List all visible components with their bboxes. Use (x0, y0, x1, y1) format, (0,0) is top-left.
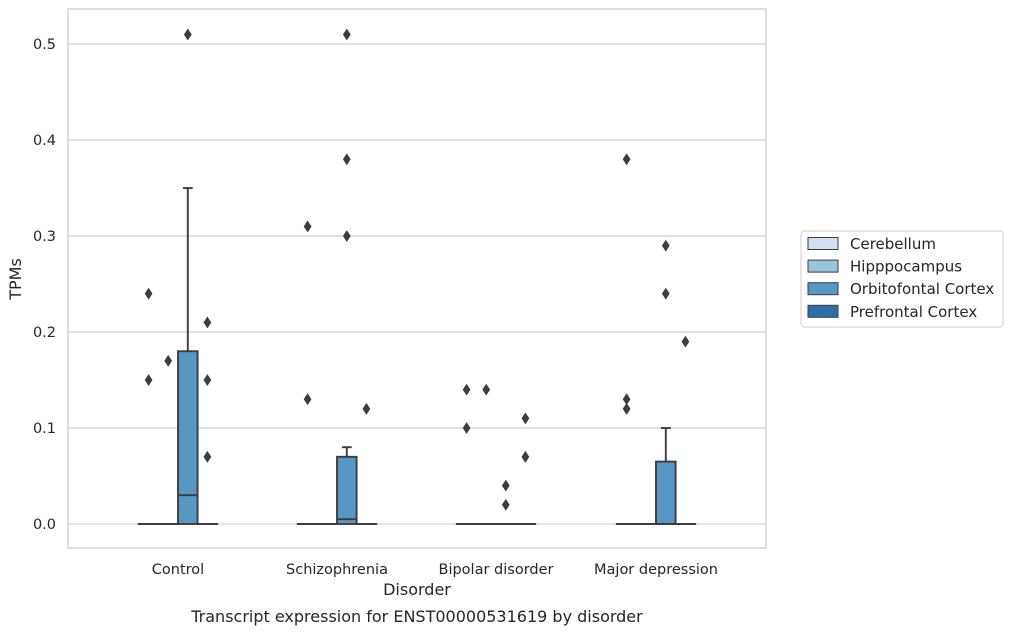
box-group (455, 383, 478, 525)
outlier-point (521, 450, 530, 463)
legend-frame (800, 230, 1004, 328)
outlier-point (521, 412, 530, 425)
outlier-point (501, 498, 510, 511)
legend-swatch (807, 237, 839, 250)
legend-swatch (807, 304, 839, 318)
box-groups (137, 28, 697, 525)
outlier-point (622, 393, 631, 406)
box-group (196, 316, 219, 525)
outlier-point (362, 402, 371, 415)
x-tick-label: Bipolar disorder (439, 562, 554, 578)
outlier-point (501, 479, 510, 492)
box-group (336, 28, 358, 525)
x-tick-label: Control (152, 562, 204, 578)
outlier-point (342, 28, 351, 41)
legend-label: Cerebellum (850, 235, 936, 253)
x-tick-label: Major depression (594, 562, 718, 578)
outlier-point (622, 153, 631, 166)
legend-label: Orbitofontal Cortex (850, 280, 994, 298)
legend-label: Hipppocampus (850, 258, 962, 276)
y-tick-label: 0.5 (33, 37, 56, 53)
outlier-point (303, 393, 312, 406)
box-group (475, 383, 497, 525)
box-group (514, 412, 537, 525)
box-group (355, 402, 378, 525)
outlier-point (681, 335, 690, 348)
plot-frame (67, 8, 767, 549)
legend-label: Prefrontal Cortex (850, 303, 977, 321)
outlier-point (164, 354, 173, 367)
y-tick-label: 0.4 (33, 133, 56, 149)
outlier-point (203, 374, 212, 386)
outlier-point (203, 316, 212, 329)
y-tick-label: 0.0 (33, 517, 56, 533)
outlier-point (661, 239, 670, 252)
box-group (655, 239, 677, 525)
outlier-point (183, 28, 192, 41)
x-tick-labels: Control Schizophrenia Bipolar disorder Majo… (152, 562, 718, 578)
box-group (157, 354, 179, 525)
box-body (177, 350, 199, 525)
outlier-point (342, 230, 351, 242)
y-axis-title: TPMs (6, 258, 25, 301)
outlier-point (462, 422, 471, 434)
outlier-point (462, 383, 471, 396)
box-group (495, 479, 517, 525)
legend: Cerebellum Hipppocampus Orbitofontal Corte… (800, 230, 1004, 328)
outlier-point (622, 402, 631, 415)
gridlines (68, 43, 766, 525)
y-tick-label: 0.1 (33, 421, 56, 437)
box-group (177, 28, 199, 525)
chart-caption: Transcript expression for ENST0000053161… (190, 607, 643, 626)
box-group (137, 287, 160, 525)
box-body (655, 460, 677, 525)
y-tick-label: 0.3 (33, 229, 56, 245)
y-tick-labels: 0.0 0.1 0.2 0.3 0.4 0.5 (33, 37, 56, 533)
legend-swatch (807, 282, 839, 296)
outlier-point (482, 383, 491, 396)
outlier-point (144, 374, 153, 386)
box-body (336, 455, 358, 525)
box-group (615, 153, 638, 525)
outlier-point (661, 287, 670, 300)
outlier-point (144, 287, 153, 300)
box-group (674, 335, 697, 525)
x-tick-label: Schizophrenia (286, 562, 388, 578)
outlier-point (303, 220, 312, 233)
legend-swatch (807, 259, 839, 273)
outlier-point (342, 153, 351, 166)
y-tick-label: 0.2 (33, 325, 56, 341)
x-axis-title: Disorder (383, 580, 451, 599)
box-group (296, 220, 319, 525)
outlier-point (203, 450, 212, 463)
